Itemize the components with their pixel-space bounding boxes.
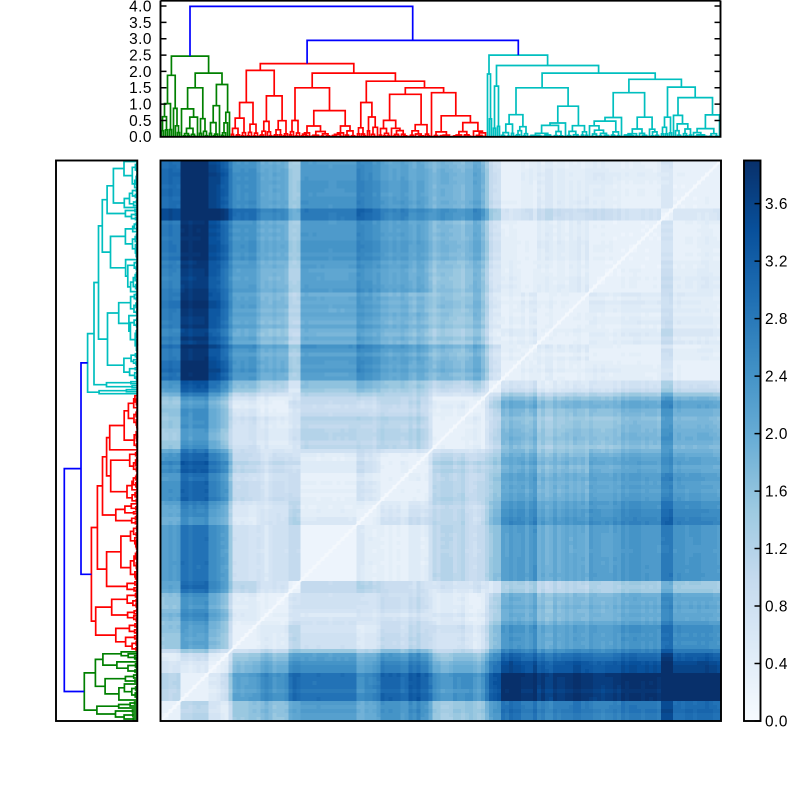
svg-text:1.2: 1.2 <box>765 541 788 558</box>
svg-text:3.0: 3.0 <box>129 31 152 48</box>
svg-text:4.0: 4.0 <box>129 0 152 15</box>
svg-text:1.0: 1.0 <box>129 97 152 114</box>
svg-text:0.0: 0.0 <box>765 713 788 730</box>
svg-text:3.2: 3.2 <box>765 254 788 271</box>
svg-text:1.6: 1.6 <box>765 483 788 500</box>
svg-text:2.8: 2.8 <box>765 311 788 328</box>
svg-text:2.0: 2.0 <box>765 426 788 443</box>
svg-text:0.4: 0.4 <box>765 656 788 673</box>
svg-text:0.8: 0.8 <box>765 598 788 615</box>
svg-text:3.6: 3.6 <box>765 196 788 213</box>
svg-text:3.5: 3.5 <box>129 15 152 32</box>
svg-text:2.0: 2.0 <box>129 64 152 81</box>
svg-text:2.4: 2.4 <box>765 369 788 386</box>
svg-text:1.5: 1.5 <box>129 80 152 97</box>
svg-text:2.5: 2.5 <box>129 48 152 65</box>
svg-text:0.0: 0.0 <box>129 129 152 146</box>
svg-text:0.5: 0.5 <box>129 113 152 130</box>
